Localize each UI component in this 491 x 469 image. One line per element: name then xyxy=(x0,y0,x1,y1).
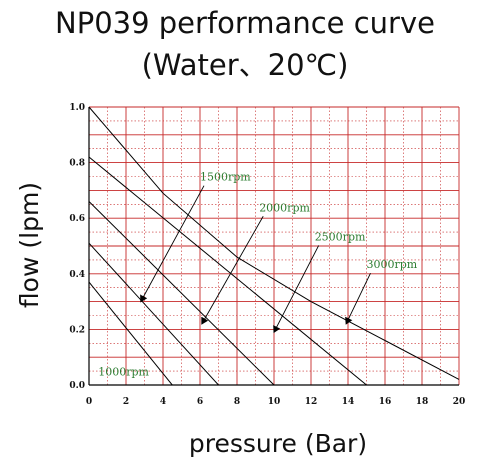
y-tick-label: 0.2 xyxy=(69,325,85,335)
series-line-3000rpm xyxy=(88,106,460,380)
tick-labels: 0 2 4 6 8 10 12 14 16 18 20 0.0 0.2 0.4 0.6 0.8 1.0 xyxy=(69,103,465,407)
x-tick-label: 4 xyxy=(160,397,166,407)
annotation-arrow-2500rpm xyxy=(273,245,320,334)
annotation-arrow-2000rpm xyxy=(201,216,264,325)
x-tick-label: 6 xyxy=(197,397,203,407)
y-tick-label: 1.0 xyxy=(69,103,85,113)
series-label-2000rpm: 2000rpm xyxy=(259,201,310,214)
annotation-arrow-3000rpm xyxy=(345,273,371,325)
x-tick-label: 8 xyxy=(234,397,240,407)
y-tick-label: 0.0 xyxy=(69,381,85,391)
series-line-1000rpm xyxy=(88,281,173,386)
series-annotations: 1000rpm 1500rpm 2000rpm 2500rpm 3000rpm xyxy=(98,171,418,379)
x-tick-label: 16 xyxy=(379,397,392,407)
series-line-2500rpm xyxy=(88,156,367,386)
x-tick-label: 10 xyxy=(268,397,281,407)
y-tick-label: 0.6 xyxy=(69,214,85,224)
series-label-2500rpm: 2500rpm xyxy=(315,230,366,243)
series-label-1500rpm: 1500rpm xyxy=(200,171,251,184)
grid xyxy=(88,106,460,386)
x-tick-label: 18 xyxy=(416,397,429,407)
annotation-arrow-1500rpm xyxy=(140,185,205,303)
chart-title: NP039 performance curve xyxy=(55,6,435,40)
x-axis-title: pressure (Bar) xyxy=(189,429,367,458)
series-label-3000rpm: 3000rpm xyxy=(367,258,418,271)
series-lines xyxy=(88,106,460,386)
y-tick-label: 0.4 xyxy=(69,270,85,280)
series-label-1000rpm: 1000rpm xyxy=(98,365,149,378)
x-tick-label: 0 xyxy=(86,397,92,407)
series-line-1500rpm xyxy=(88,242,219,386)
chart-subtitle: (Water、20℃) xyxy=(142,48,349,82)
x-tick-label: 20 xyxy=(453,397,466,407)
y-axis-title: flow (lpm) xyxy=(15,182,44,308)
series-line-2000rpm xyxy=(88,201,275,386)
x-tick-label: 2 xyxy=(123,397,129,407)
y-tick-label: 0.8 xyxy=(69,159,85,169)
x-tick-label: 12 xyxy=(305,397,318,407)
x-tick-label: 14 xyxy=(342,397,355,407)
